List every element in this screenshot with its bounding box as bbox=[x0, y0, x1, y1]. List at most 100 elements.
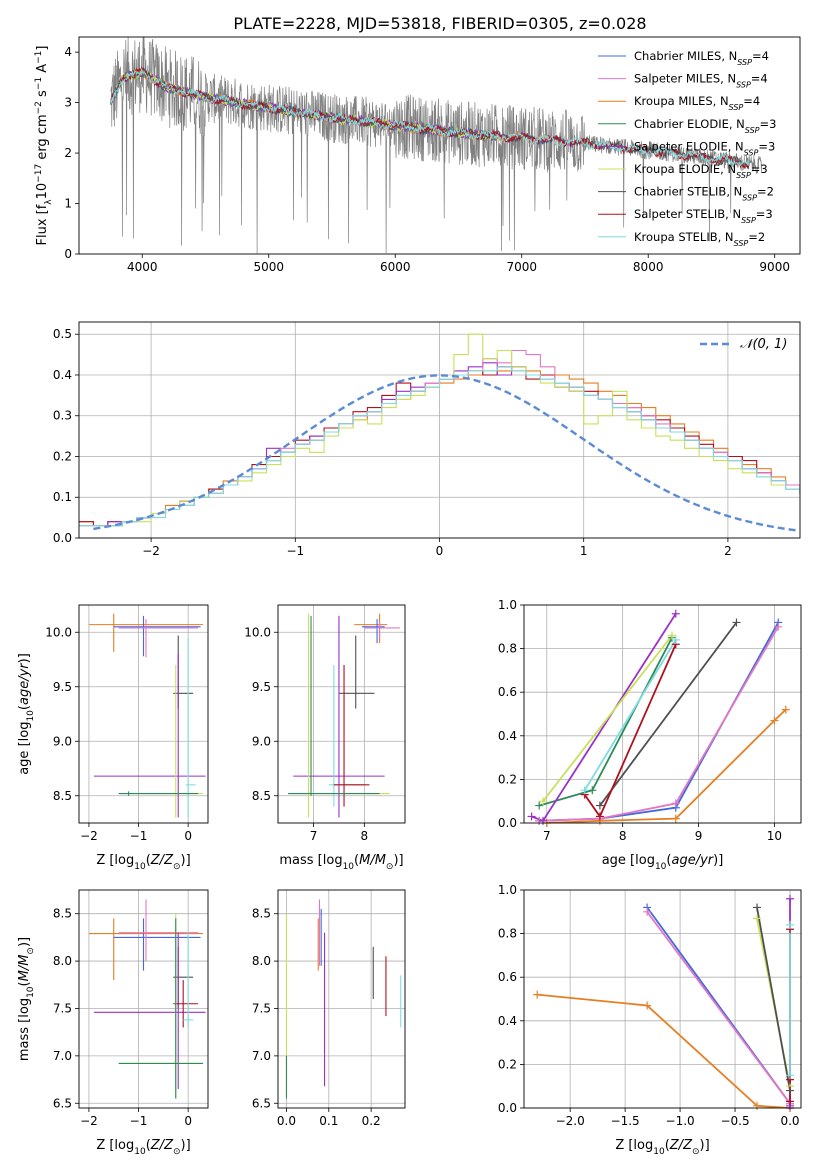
y-tick-label: 1.0 bbox=[498, 598, 517, 612]
plot-area-weight_vs_age bbox=[524, 605, 801, 823]
y-tick-label: 1.0 bbox=[498, 883, 517, 897]
y-tick-label: 7.0 bbox=[53, 1049, 72, 1063]
x-tick-label: 0 bbox=[184, 829, 192, 843]
y-axis-label: mass [log10(M/M⊙)] bbox=[17, 937, 36, 1061]
weight-point bbox=[786, 894, 795, 903]
plot-area-mass_vs_Z bbox=[79, 890, 208, 1108]
y-tick-label: 0.4 bbox=[53, 368, 72, 382]
y-tick-label: 0.0 bbox=[498, 1101, 517, 1115]
weight-point bbox=[786, 1071, 795, 1080]
x-tick-label: −2.0 bbox=[556, 1114, 585, 1128]
y-tick-label: 9.5 bbox=[53, 680, 72, 694]
y-tick-label: 0.5 bbox=[53, 327, 72, 341]
x-axis-label: Z [log10(Z/Z⊙)] bbox=[615, 1138, 709, 1157]
panel-residuals: −2 −1 0 1 2 0.0 0.1 0.2 0.3 0.4 0.5 𝒩(0, 1) bbox=[53, 321, 801, 558]
y-tick-label: 4 bbox=[64, 45, 72, 59]
x-axis-label: Z [log10(Z/Z⊙)] bbox=[96, 1138, 190, 1157]
weight-point bbox=[781, 705, 790, 714]
weight-point bbox=[732, 618, 741, 627]
x-tick-label: 5000 bbox=[253, 260, 284, 274]
y-tick-label: 0 bbox=[64, 247, 72, 261]
weight-point bbox=[770, 716, 779, 725]
x-tick-label: −1.5 bbox=[611, 1114, 640, 1128]
plot-area-weight_vs_Z bbox=[524, 890, 801, 1108]
weight-point bbox=[538, 816, 547, 825]
weight-point bbox=[595, 801, 604, 810]
weight-point bbox=[753, 1101, 762, 1110]
axes-frame bbox=[78, 321, 801, 539]
weight-point bbox=[595, 812, 604, 821]
y-tick-label: 0.4 bbox=[498, 1014, 517, 1028]
axes-frame bbox=[78, 604, 209, 824]
y-tick-label: 8.5 bbox=[252, 907, 271, 921]
x-tick-label: 9000 bbox=[759, 260, 790, 274]
weight-line-4 bbox=[531, 613, 677, 822]
weight-point bbox=[643, 1001, 652, 1010]
weight-line-2 bbox=[537, 993, 791, 1108]
weight-point bbox=[533, 990, 542, 999]
weight-point bbox=[786, 920, 795, 929]
y-tick-label: 9.0 bbox=[252, 734, 271, 748]
weight-point bbox=[753, 914, 762, 923]
x-tick-label: 8 bbox=[619, 829, 627, 843]
y-tick-label: 0.1 bbox=[53, 490, 72, 504]
axes-frame bbox=[78, 36, 801, 255]
legend-label: Chabrier ELODIE, NSSP=3 bbox=[634, 117, 776, 135]
y-tick-label: 0.0 bbox=[53, 531, 72, 545]
weight-point bbox=[786, 1086, 795, 1095]
x-tick-label: 7000 bbox=[506, 260, 537, 274]
panel-weight_vs_age: 7 8 9 10 0.0 0.2 0.4 0.6 0.8 1.0 age [log10(age/yr… bbox=[498, 598, 802, 872]
y-tick-label: 0.6 bbox=[498, 685, 517, 699]
weight-point bbox=[538, 797, 547, 806]
weight-point bbox=[671, 635, 680, 644]
weight-point bbox=[535, 801, 544, 810]
x-tick-label: 0 bbox=[184, 1114, 192, 1128]
y-tick-label: 0.0 bbox=[498, 816, 517, 830]
x-tick-label: 9 bbox=[695, 829, 703, 843]
axes-frame bbox=[78, 889, 209, 1109]
weight-point bbox=[643, 907, 652, 916]
axes-frame bbox=[277, 604, 406, 824]
figure-title: PLATE=2228, MJD=53818, FIBERID=0305, z=0… bbox=[233, 14, 646, 33]
y-tick-label: 7.5 bbox=[53, 1001, 72, 1015]
weight-line-5 bbox=[542, 634, 673, 802]
y-tick-label: 0.8 bbox=[498, 927, 517, 941]
x-tick-label: −0.5 bbox=[720, 1114, 749, 1128]
legend-label: Chabrier STELIB, NSSP=2 bbox=[634, 185, 774, 203]
x-tick-label: 8 bbox=[361, 829, 369, 843]
x-tick-label: 1 bbox=[580, 544, 588, 558]
legend-label: 𝒩(0, 1) bbox=[740, 337, 787, 352]
y-tick-label: 7.0 bbox=[252, 1049, 271, 1063]
y-tick-label: 0.3 bbox=[53, 409, 72, 423]
weight-point bbox=[588, 786, 597, 795]
y-tick-label: 8.5 bbox=[53, 907, 72, 921]
axes-frame bbox=[277, 889, 406, 1109]
y-tick-label: 6.5 bbox=[252, 1096, 271, 1110]
x-tick-label: 7 bbox=[543, 829, 551, 843]
y-tick-label: 7.5 bbox=[252, 1001, 271, 1015]
panel-age_vs_mass: 7 8 8.5 9.0 9.5 10.0 mass [log10(M/M⊙)] bbox=[244, 604, 406, 872]
y-tick-label: 1 bbox=[64, 197, 72, 211]
x-tick-label: −2 bbox=[142, 544, 160, 558]
weight-point bbox=[786, 1097, 795, 1106]
weight-line-8 bbox=[583, 639, 677, 791]
legend-label: Kroupa ELODIE, NSSP=3 bbox=[634, 162, 768, 180]
x-tick-label: 7 bbox=[310, 829, 318, 843]
x-tick-label: 8000 bbox=[633, 260, 664, 274]
weight-point bbox=[753, 903, 762, 912]
y-tick-label: 0.8 bbox=[498, 642, 517, 656]
y-axis-label: Flux [fλ10−17 erg cm−2 s−1 A−1] bbox=[34, 46, 54, 246]
legend-label: Salpeter MILES, NSSP=4 bbox=[634, 72, 768, 90]
legend-label: Kroupa MILES, NSSP=4 bbox=[634, 94, 760, 112]
plot-area-mass_vs_EBV bbox=[278, 890, 405, 1108]
observed-spectrum bbox=[110, 37, 763, 254]
weight-point bbox=[667, 631, 676, 640]
y-tick-label: 2 bbox=[64, 146, 72, 160]
panel-weight_vs_Z: −2.0 −1.5 −1.0 −0.5 0.0 0.0 0.2 0.4 0.6 0.8 1.0 Z [… bbox=[498, 883, 802, 1157]
plot-area-age_vs_mass bbox=[278, 605, 405, 823]
axes-frame bbox=[523, 889, 802, 1109]
weight-point bbox=[671, 814, 680, 823]
x-tick-label: −2 bbox=[80, 1114, 98, 1128]
